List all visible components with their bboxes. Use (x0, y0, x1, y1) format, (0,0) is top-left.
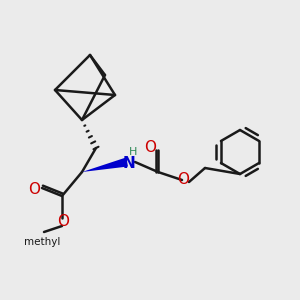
Text: O: O (144, 140, 156, 155)
Text: N: N (123, 155, 135, 170)
Text: O: O (177, 172, 189, 187)
Text: H: H (129, 147, 137, 157)
Text: methyl: methyl (24, 237, 60, 247)
Text: O: O (57, 214, 69, 229)
Polygon shape (82, 158, 128, 172)
Text: O: O (28, 182, 40, 197)
